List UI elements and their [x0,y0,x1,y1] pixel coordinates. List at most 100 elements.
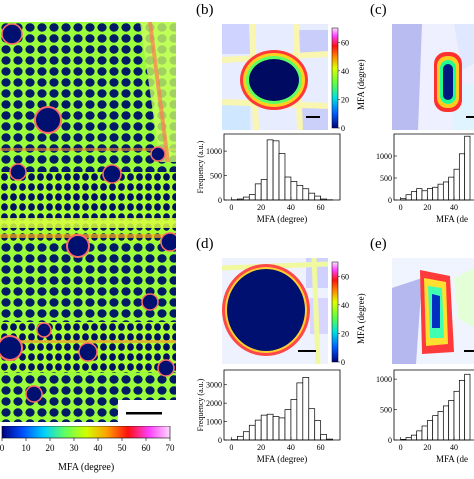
histogram-ytick-label: 1000 [376,375,392,384]
histogram-ylabel: Frequency (a.u.) [196,378,205,431]
histogram-xtick-label: 0 [229,443,233,452]
histogram-bar [303,189,309,200]
histogram-xtick-label: 20 [423,203,431,212]
histogram-xlabel: MFA (degree) [257,214,308,224]
panel-d-vessel-map [222,258,328,364]
histogram-ytick-label: 500 [210,172,222,181]
panel-b-scale-bar [306,116,320,118]
histogram-xtick-label: 0 [229,203,233,212]
colorbar-tick-label: 20 [46,443,56,453]
histogram-bar [454,391,459,440]
histogram-bar [243,432,249,440]
histogram-bar [267,140,273,200]
histogram-bar [433,416,438,440]
histogram-bar [285,410,291,440]
histogram-bar [315,421,321,440]
histogram-ytick-label: 0 [388,196,392,205]
panel-a-scale-bar [126,412,162,415]
histogram-bar [422,191,427,200]
histogram-bar [261,415,267,440]
histogram-bar [411,435,416,440]
histogram-bars [401,374,470,440]
histogram-bar [427,189,432,200]
histogram-bars [401,136,470,200]
histogram-bar [422,426,427,440]
histogram-bar [291,399,297,440]
histogram-bar [261,179,267,200]
histogram-xlabel: MFA (de [436,454,468,464]
panel-b-colorbar-gradient [332,28,338,128]
histogram-xtick-label: 40 [287,443,295,452]
histogram-bar [427,421,432,440]
panel-d-colorbar-label: MFA (degree) [356,293,366,344]
panel-a-map-image [0,22,176,422]
panel-b-letter: (b) [196,2,214,19]
histogram-xtick-label: 0 [399,443,403,452]
histogram-bar [273,417,279,440]
histogram-ytick-label: 0 [218,196,222,205]
histogram-bar [243,197,249,200]
colorbar-tick-label: 60 [341,272,349,281]
histogram-bar [291,181,297,200]
panel-d-letter: (d) [196,236,214,253]
colorbar-tick-label: 60 [341,38,349,47]
histogram-xtick-label: 40 [450,203,458,212]
histogram-bar [237,436,243,440]
histogram-bar [433,187,438,200]
histogram-bar [297,383,303,440]
histogram-bars [231,140,332,200]
histogram-xlabel: MFA (degree) [257,454,308,464]
colorbar-tick-label: 10 [22,443,32,453]
histogram-bar [417,189,422,200]
panel-e-letter: (e) [370,236,387,253]
histogram-xtick-label: 60 [317,443,325,452]
histogram-ytick-label: 1000 [206,147,222,156]
panel-d-scale-bar [298,350,316,352]
histogram-bar [297,185,303,200]
panel-e-vessel-map [392,258,474,364]
histogram-ytick-label: 500 [380,406,392,415]
panel-c-scale-bar [466,116,474,118]
histogram-ytick-label: 2000 [206,399,222,408]
histogram-bar [321,434,327,440]
panel-e-scale-bar [464,350,474,352]
histogram-bar [438,411,443,440]
histogram-xtick-label: 20 [257,203,265,212]
panel-b-vessel-map [222,24,328,130]
histogram-bar [406,195,411,200]
panel-c-letter: (c) [370,2,387,19]
histogram-bar [465,374,470,440]
histogram-bar [459,154,464,200]
histogram-bar [249,195,255,200]
histogram-bar [411,192,416,200]
histogram-ylabel: Frequency (a.u.) [196,140,205,193]
histogram-bar [443,406,448,440]
histogram-xtick-label: 40 [287,203,295,212]
histogram-bar [449,400,454,440]
panel-d-colorbar-gradient [332,262,338,362]
histogram-bar [285,177,291,200]
colorbar-tick-label: 50 [118,443,128,453]
histogram-ytick-label: 1000 [206,418,222,427]
panel-a-colorbar-label: MFA (degree) [58,462,114,473]
histogram-bar [267,414,273,440]
histogram-xlabel: MFA (de [436,214,468,224]
colorbar-tick-label: 40 [341,301,349,310]
histogram-bar [273,141,279,200]
colorbar-tick-label: 0 [0,443,5,453]
histogram-bar [438,184,443,200]
colorbar-tick-label: 70 [166,443,176,453]
panel-a-mfa-map [0,22,176,422]
colorbar-tick-label: 20 [341,95,349,104]
colorbar-tick-label: 40 [94,443,104,453]
histogram-bar [465,136,470,200]
histogram-bars [231,377,332,440]
panel-c-vessel-map [392,24,474,130]
histogram-bar [459,380,464,440]
histogram-xtick-label: 40 [450,443,458,452]
